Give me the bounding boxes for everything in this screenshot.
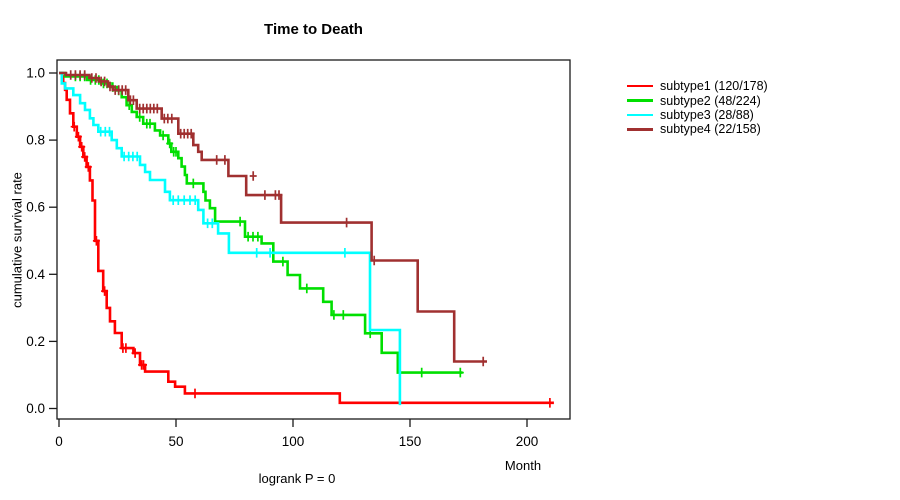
censor-marks-subtype1 [70, 121, 554, 408]
censor-marks-subtype4 [67, 70, 487, 367]
legend-label-subtype2: subtype2 (48/224) [660, 93, 761, 108]
y-axis-tick-label: 0.6 [26, 200, 45, 215]
legend-line-subtype1 [627, 84, 653, 88]
legend-item-subtype3: subtype3 (28/88) [627, 108, 768, 122]
survival-curve-subtype3 [59, 71, 402, 406]
x-axis-tick-label: 100 [282, 434, 305, 449]
legend-item-subtype1: subtype1 (120/178) [627, 79, 768, 93]
censor-marks-subtype3 [97, 126, 349, 258]
survival-curve-subtype2 [59, 71, 463, 374]
legend-item-subtype2: subtype2 (48/224) [627, 93, 768, 108]
y-axis-tick-label: 0.8 [26, 133, 45, 148]
x-axis-title: Month [504, 458, 542, 473]
x-axis-tick-label: 50 [168, 434, 183, 449]
legend-line-subtype3 [627, 113, 653, 117]
plot-box [56, 59, 571, 420]
y-axis-tick-label: 1.0 [26, 66, 45, 81]
legend: subtype1 (120/178) subtype2 (48/224) subty… [627, 79, 768, 137]
chart-title: Time to Death [264, 21, 363, 38]
legend-label-subtype3: subtype3 (28/88) [660, 107, 754, 122]
legend-label-subtype4: subtype4 (22/158) [660, 122, 761, 137]
legend-line-subtype2 [627, 99, 653, 102]
x-axis-tick-label: 0 [55, 434, 63, 449]
logrank-note: logrank P = 0 [258, 471, 336, 486]
legend-label-subtype1: subtype1 (120/178) [660, 79, 768, 94]
x-axis-tick-label: 200 [516, 434, 539, 449]
legend-item-subtype4: subtype4 (22/158) [627, 122, 768, 136]
survival-curve-subtype4 [59, 71, 487, 363]
x-axis-tick-label: 150 [399, 434, 422, 449]
y-axis-tick-label: 0.0 [26, 401, 45, 416]
legend-line-subtype4 [627, 128, 653, 131]
y-axis-tick-label: 0.2 [26, 334, 45, 349]
y-axis-tick-label: 0.4 [26, 267, 45, 282]
censor-marks-subtype2 [71, 71, 464, 378]
